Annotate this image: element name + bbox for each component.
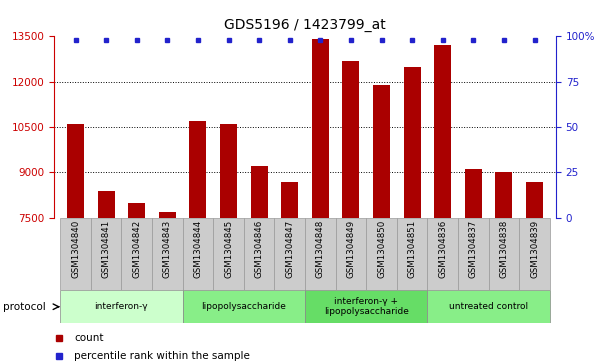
Bar [404, 66, 421, 218]
Bar [343, 61, 359, 218]
Bar [213, 218, 244, 290]
Text: GSM1304844: GSM1304844 [194, 220, 203, 278]
Text: percentile rank within the sample: percentile rank within the sample [74, 351, 250, 361]
Bar [275, 218, 305, 290]
Text: GSM1304848: GSM1304848 [316, 220, 325, 278]
Bar [335, 218, 366, 290]
Text: GSM1304846: GSM1304846 [255, 220, 264, 278]
Text: untreated control: untreated control [449, 302, 528, 311]
Bar [427, 218, 458, 290]
Bar [183, 218, 213, 290]
Bar [98, 191, 115, 218]
Text: GSM1304851: GSM1304851 [407, 220, 416, 278]
Text: interferon-γ: interferon-γ [94, 302, 148, 311]
Text: lipopolysaccharide: lipopolysaccharide [201, 302, 286, 311]
Bar [397, 218, 427, 290]
Text: GSM1304840: GSM1304840 [71, 220, 80, 278]
Bar [373, 85, 390, 218]
Text: GSM1304849: GSM1304849 [346, 220, 355, 278]
Bar [220, 124, 237, 218]
Text: GSM1304842: GSM1304842 [132, 220, 141, 278]
Bar [251, 166, 267, 218]
Text: GSM1304838: GSM1304838 [499, 220, 508, 278]
Bar [67, 124, 84, 218]
Bar [244, 218, 275, 290]
Bar [312, 39, 329, 218]
Text: GSM1304841: GSM1304841 [102, 220, 111, 278]
Bar [519, 218, 550, 290]
Bar [366, 218, 397, 290]
Bar [128, 203, 145, 218]
Bar [489, 218, 519, 290]
Bar [121, 218, 152, 290]
Text: GSM1304845: GSM1304845 [224, 220, 233, 278]
Bar [152, 218, 183, 290]
Bar [60, 290, 183, 323]
Text: protocol: protocol [3, 302, 46, 312]
Bar [435, 45, 451, 218]
Bar [183, 290, 305, 323]
Text: GSM1304836: GSM1304836 [438, 220, 447, 278]
Bar [526, 182, 543, 218]
Bar [189, 121, 206, 218]
Title: GDS5196 / 1423799_at: GDS5196 / 1423799_at [224, 19, 386, 33]
Bar [495, 172, 512, 218]
Bar [458, 218, 489, 290]
Text: GSM1304847: GSM1304847 [285, 220, 294, 278]
Bar [91, 218, 121, 290]
Text: GSM1304843: GSM1304843 [163, 220, 172, 278]
Bar [159, 212, 175, 218]
Bar [281, 182, 298, 218]
Bar [305, 290, 427, 323]
Text: interferon-γ +
lipopolysaccharide: interferon-γ + lipopolysaccharide [324, 297, 409, 317]
Bar [60, 218, 91, 290]
Bar [427, 290, 550, 323]
Bar [465, 170, 482, 218]
Bar [305, 218, 335, 290]
Text: GSM1304850: GSM1304850 [377, 220, 386, 278]
Text: GSM1304837: GSM1304837 [469, 220, 478, 278]
Text: count: count [74, 333, 103, 343]
Text: GSM1304839: GSM1304839 [530, 220, 539, 278]
